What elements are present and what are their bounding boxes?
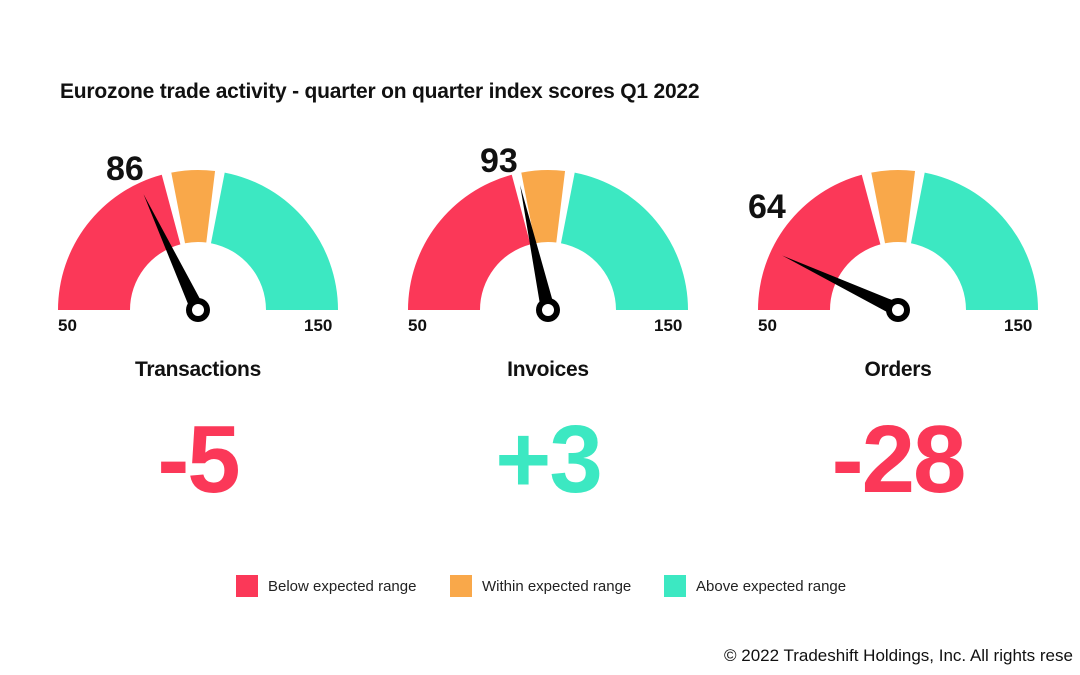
gauge-band-within bbox=[871, 170, 916, 244]
gauge-transactions: 86 50 150 Transactions -5 bbox=[48, 140, 348, 520]
gauge-band-within bbox=[521, 170, 566, 244]
legend-label: Above expected range bbox=[696, 577, 847, 595]
legend-item-within: Within expected range bbox=[450, 575, 631, 597]
gauge-max-label: 150 bbox=[654, 316, 683, 335]
gauge-svg bbox=[758, 170, 1038, 322]
gauge-max-label: 150 bbox=[304, 316, 333, 335]
copyright-notice: © 2022 Tradeshift Holdings, Inc. All rig… bbox=[724, 646, 1073, 665]
gauge-band-above bbox=[910, 172, 1038, 310]
gauge-change: -28 bbox=[831, 406, 967, 513]
gauge-max-label: 150 bbox=[1004, 316, 1033, 335]
gauge-orders: 64 50 150 Orders -28 bbox=[748, 140, 1048, 520]
gauge-value: 64 bbox=[748, 188, 786, 226]
gauge-needle-hub-center bbox=[542, 304, 554, 316]
gauge-band-above bbox=[560, 172, 688, 310]
gauge-name: Orders bbox=[864, 358, 932, 381]
gauge-needle bbox=[143, 194, 205, 313]
gauge-needle-hub-center bbox=[892, 304, 904, 316]
legend-swatch-below bbox=[236, 575, 258, 597]
legend-item-above: Above expected range bbox=[664, 575, 846, 597]
legend-label: Within expected range bbox=[482, 577, 632, 595]
gauge-band-above bbox=[210, 172, 338, 310]
gauge-name: Invoices bbox=[507, 358, 589, 381]
gauge-min-label: 50 bbox=[408, 316, 427, 335]
legend-swatch-within bbox=[450, 575, 472, 597]
gauge-value: 93 bbox=[480, 142, 518, 180]
gauge-band-within bbox=[171, 170, 216, 244]
legend-label: Below expected range bbox=[268, 577, 417, 595]
gauge-needle bbox=[782, 255, 901, 317]
legend-swatch-above bbox=[664, 575, 686, 597]
gauge-value: 86 bbox=[106, 150, 144, 188]
gauge-invoices: 93 50 150 Invoices +3 bbox=[398, 140, 698, 520]
gauge-change: -5 bbox=[157, 406, 240, 513]
legend: Below expected range Within expected ran… bbox=[0, 575, 1080, 601]
gauge-name: Transactions bbox=[135, 358, 261, 381]
gauge-svg bbox=[58, 170, 338, 322]
gauge-needle bbox=[520, 185, 555, 312]
legend-item-below: Below expected range bbox=[236, 575, 416, 597]
gauge-needle-hub-center bbox=[192, 304, 204, 316]
gauge-band-below bbox=[408, 174, 531, 310]
chart-title: Eurozone trade activity - quarter on qua… bbox=[60, 80, 700, 103]
gauge-change: +3 bbox=[495, 406, 602, 513]
gauge-min-label: 50 bbox=[58, 316, 77, 335]
gauge-svg bbox=[408, 170, 688, 322]
gauge-min-label: 50 bbox=[758, 316, 777, 335]
gauge-band-below bbox=[758, 174, 881, 310]
gauge-band-below bbox=[58, 174, 181, 310]
